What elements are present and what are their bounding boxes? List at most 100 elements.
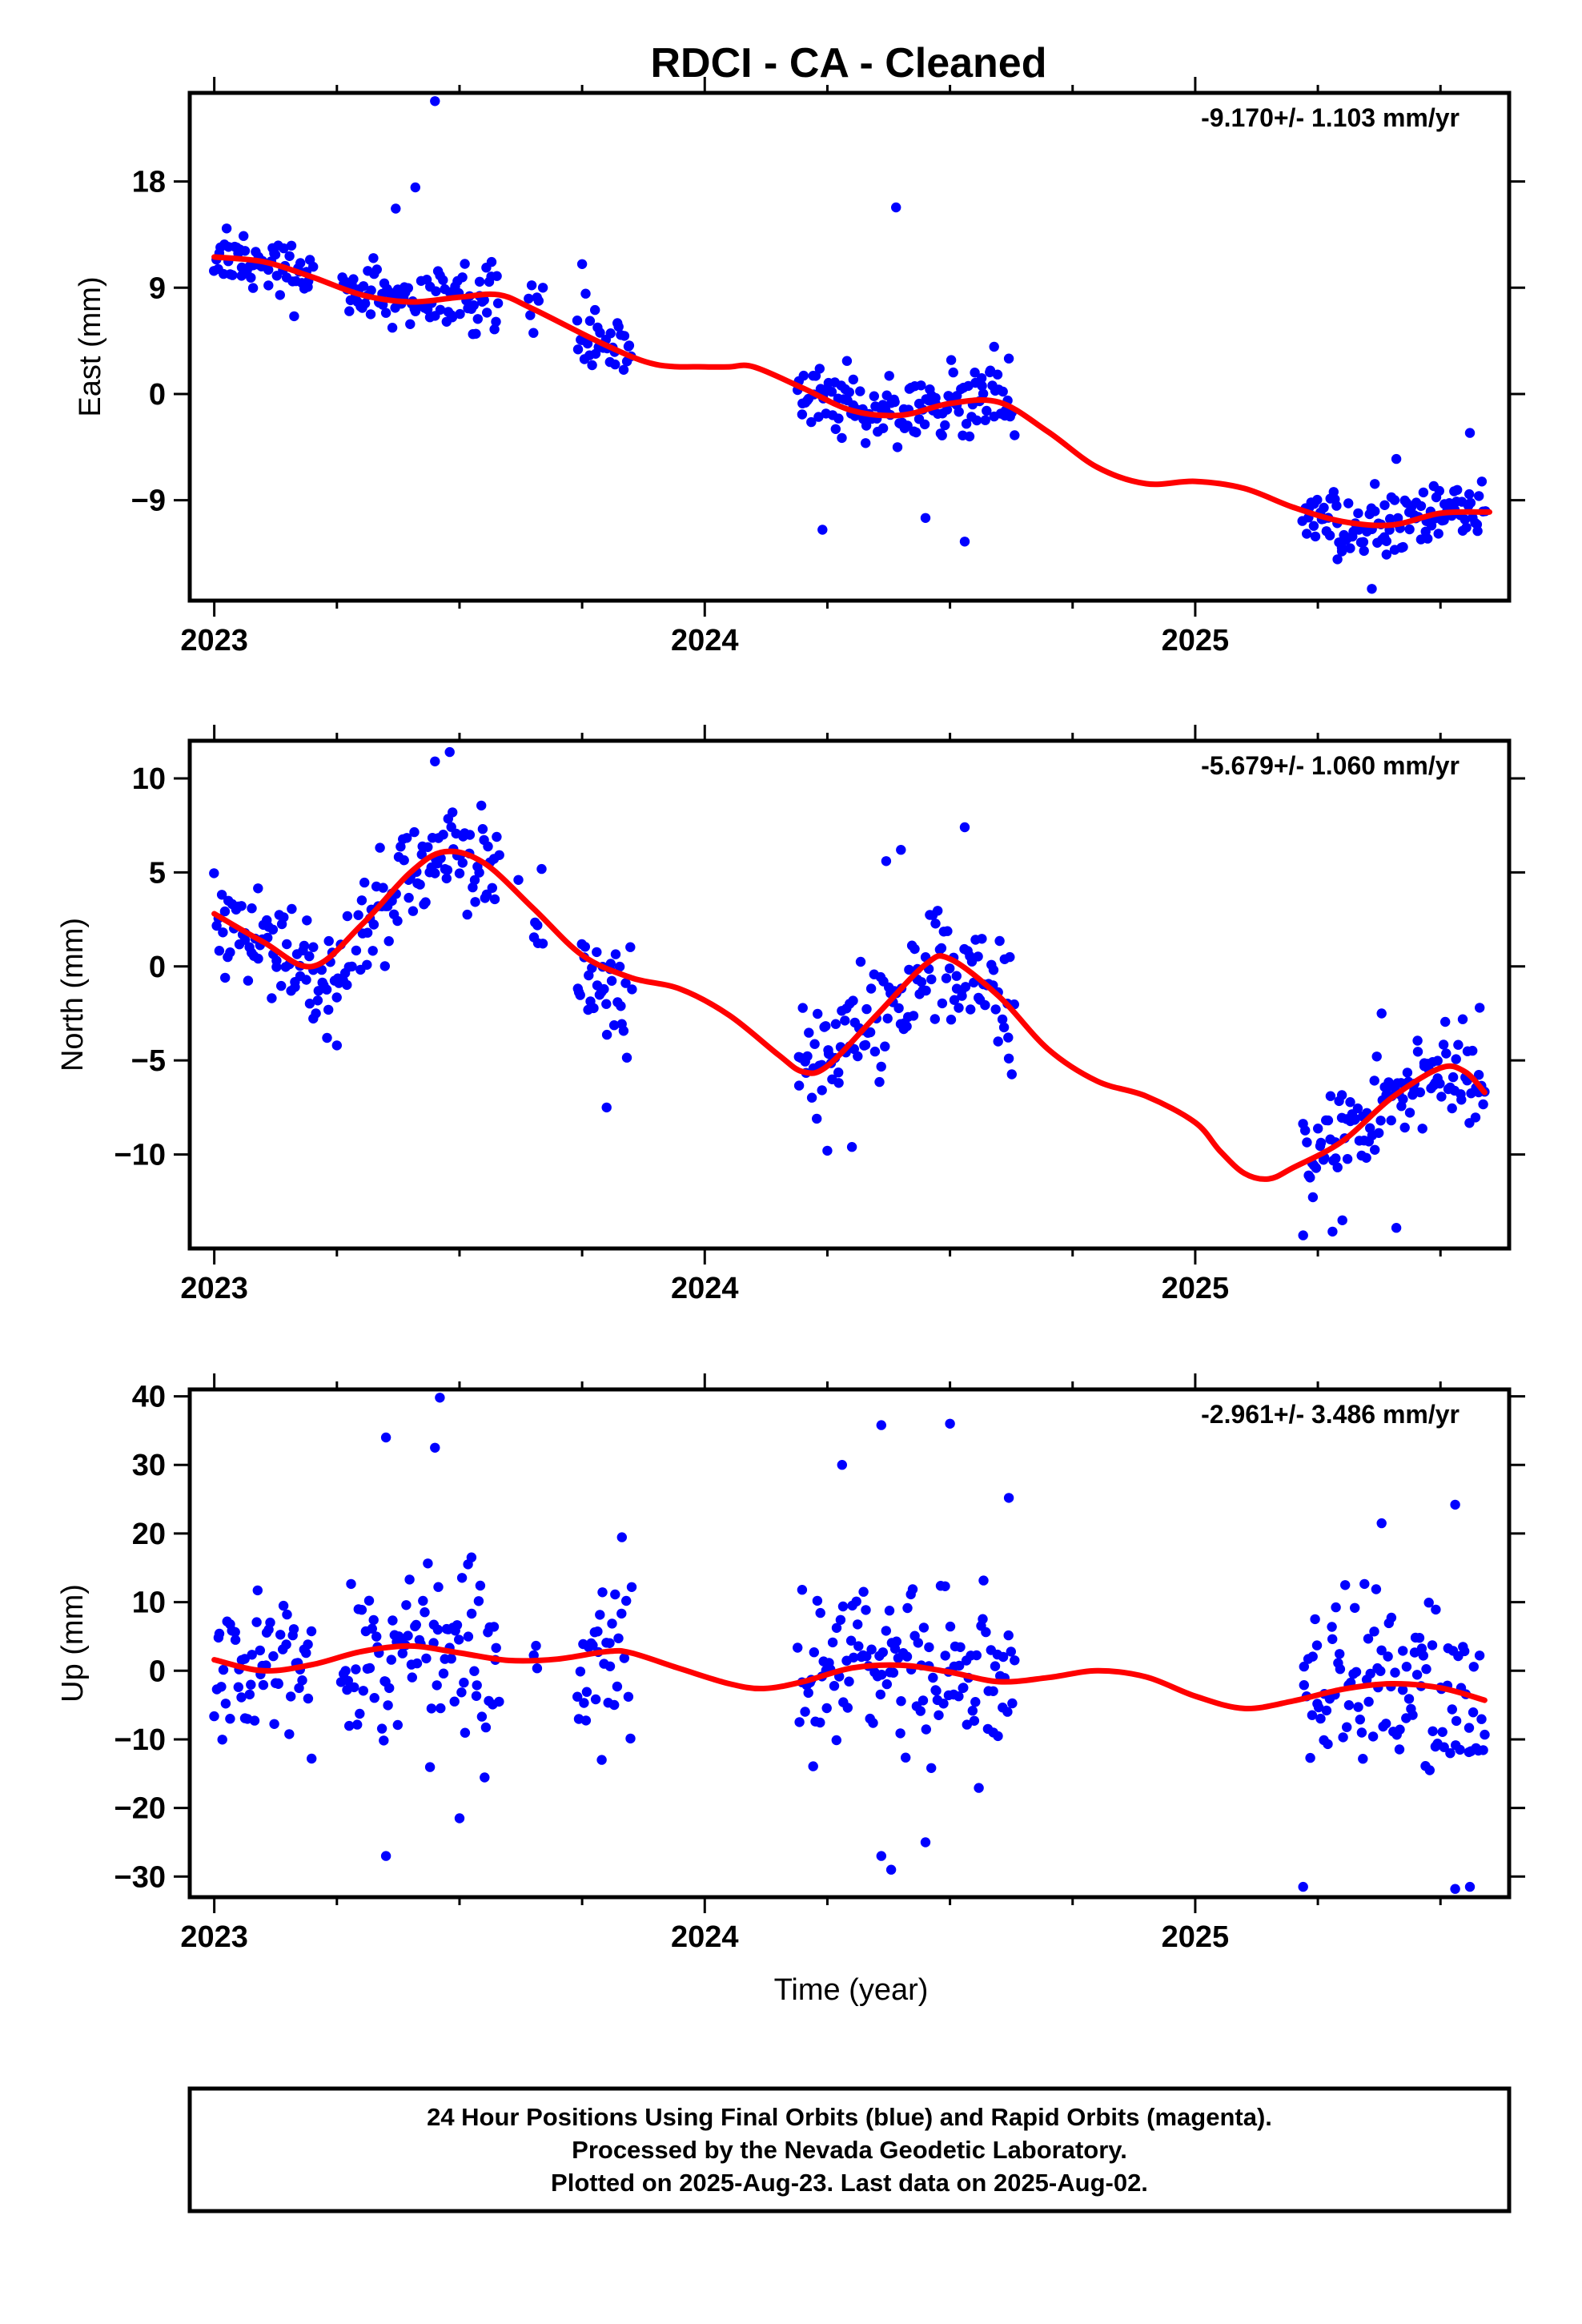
up-data-point: [387, 1615, 398, 1626]
north-data-point: [876, 1061, 886, 1072]
up-y-tick-label: −10: [114, 1723, 166, 1757]
up-data-point: [891, 1636, 902, 1647]
north-data-point: [214, 946, 225, 956]
east-data-point: [366, 285, 376, 296]
up-data-point: [970, 1697, 981, 1707]
north-data-point: [367, 946, 378, 956]
north-data-point: [1399, 1122, 1410, 1133]
up-data-point: [225, 1714, 235, 1724]
up-data-point: [1445, 1748, 1456, 1759]
up-data-point: [1363, 1634, 1374, 1644]
north-data-point: [993, 1036, 1003, 1047]
east-data-point: [275, 290, 285, 300]
up-data-point: [446, 1654, 456, 1664]
up-data-point: [829, 1681, 840, 1691]
up-data-point: [1474, 1651, 1485, 1661]
east-data-point: [833, 413, 844, 424]
up-data-point: [842, 1703, 853, 1713]
east-data-point: [472, 314, 483, 324]
east-data-point: [457, 272, 468, 283]
footer-box: 24 Hour Positions Using Final Orbits (bl…: [187, 2086, 1512, 2213]
up-data-point: [466, 1608, 477, 1619]
north-data-point: [601, 1029, 612, 1040]
up-data-point: [454, 1634, 464, 1645]
east-data-point: [1433, 529, 1443, 539]
north-data-point: [494, 850, 504, 861]
north-data-point: [1336, 1090, 1347, 1100]
up-data-point: [604, 1638, 615, 1648]
up-data-point: [418, 1595, 428, 1606]
up-data-point: [1356, 1727, 1367, 1738]
up-data-point: [831, 1622, 842, 1634]
north-data-points: [209, 746, 1490, 1240]
east-data-point: [1465, 497, 1476, 509]
up-data-point: [1386, 1612, 1397, 1623]
north-data-point: [901, 1021, 912, 1031]
up-data-point: [255, 1645, 265, 1656]
north-data-point: [797, 1003, 808, 1013]
east-data-point: [284, 251, 295, 261]
up-y-tick-label: −20: [114, 1792, 166, 1826]
north-data-point: [1395, 1078, 1407, 1088]
east-data-point: [482, 308, 492, 318]
north-data-point: [1302, 1137, 1312, 1148]
up-fit-curve: [211, 1642, 1488, 1711]
east-data-point: [1426, 521, 1437, 531]
up-data-point: [881, 1679, 893, 1690]
up-data-point: [480, 1722, 492, 1733]
north-data-point: [1453, 1039, 1464, 1050]
up-data-point: [424, 1762, 436, 1772]
east-data-point: [624, 340, 635, 351]
up-data-point: [924, 1642, 934, 1653]
up-data-point: [268, 1651, 279, 1662]
north-fit-curve: [211, 848, 1488, 1182]
east-data-point: [344, 306, 355, 316]
north-data-point: [865, 1027, 876, 1038]
north-data-point: [926, 974, 937, 985]
up-data-point: [990, 1661, 1001, 1671]
north-data-point-outlier: [322, 1032, 332, 1043]
east-data-point-outlier: [410, 182, 420, 193]
east-data-point: [970, 368, 980, 378]
up-data-point: [981, 1626, 991, 1638]
up-data-point: [821, 1703, 832, 1714]
up-data-point: [1414, 1633, 1425, 1643]
east-data-point: [438, 275, 448, 285]
up-data-point: [286, 1691, 296, 1702]
up-data-point: [625, 1733, 636, 1744]
north-data-point: [1468, 1045, 1478, 1056]
up-data-point: [845, 1635, 857, 1646]
up-data-point: [230, 1634, 241, 1645]
north-data-point: [1342, 1154, 1353, 1164]
up-data-point: [407, 1672, 417, 1683]
up-data-point: [251, 1617, 262, 1627]
up-data-point: [955, 1642, 966, 1652]
north-data-point: [492, 831, 502, 842]
up-data-point: [610, 1589, 620, 1600]
north-data-point-outlier: [1003, 1053, 1014, 1064]
up-data-point: [1365, 1668, 1375, 1679]
east-data-point: [977, 380, 987, 392]
east-data-point: [797, 409, 808, 420]
up-data-point: [993, 1731, 1003, 1742]
east-data-point: [826, 387, 837, 397]
east-data-point: [572, 344, 584, 355]
north-data-point: [477, 824, 488, 834]
east-data-point: [837, 432, 847, 444]
up-data-point: [945, 1621, 956, 1632]
east-data-point: [911, 427, 921, 438]
north-data-point: [1417, 1124, 1427, 1134]
north-data-point-outlier: [513, 875, 524, 886]
north-data-point: [362, 959, 372, 971]
east-data-point: [358, 281, 369, 292]
north-data-point: [606, 975, 617, 987]
up-plot-frame: [187, 1387, 1512, 1900]
north-data-point: [282, 939, 292, 950]
east-data-point: [618, 364, 629, 375]
up-data-point: [794, 1717, 805, 1727]
east-data-point-outlier: [1367, 584, 1377, 594]
north-data-point: [1470, 1112, 1481, 1123]
north-y-tick-label: 0: [149, 951, 166, 984]
east-plot-frame: [187, 90, 1512, 603]
up-data-point: [928, 1672, 938, 1683]
